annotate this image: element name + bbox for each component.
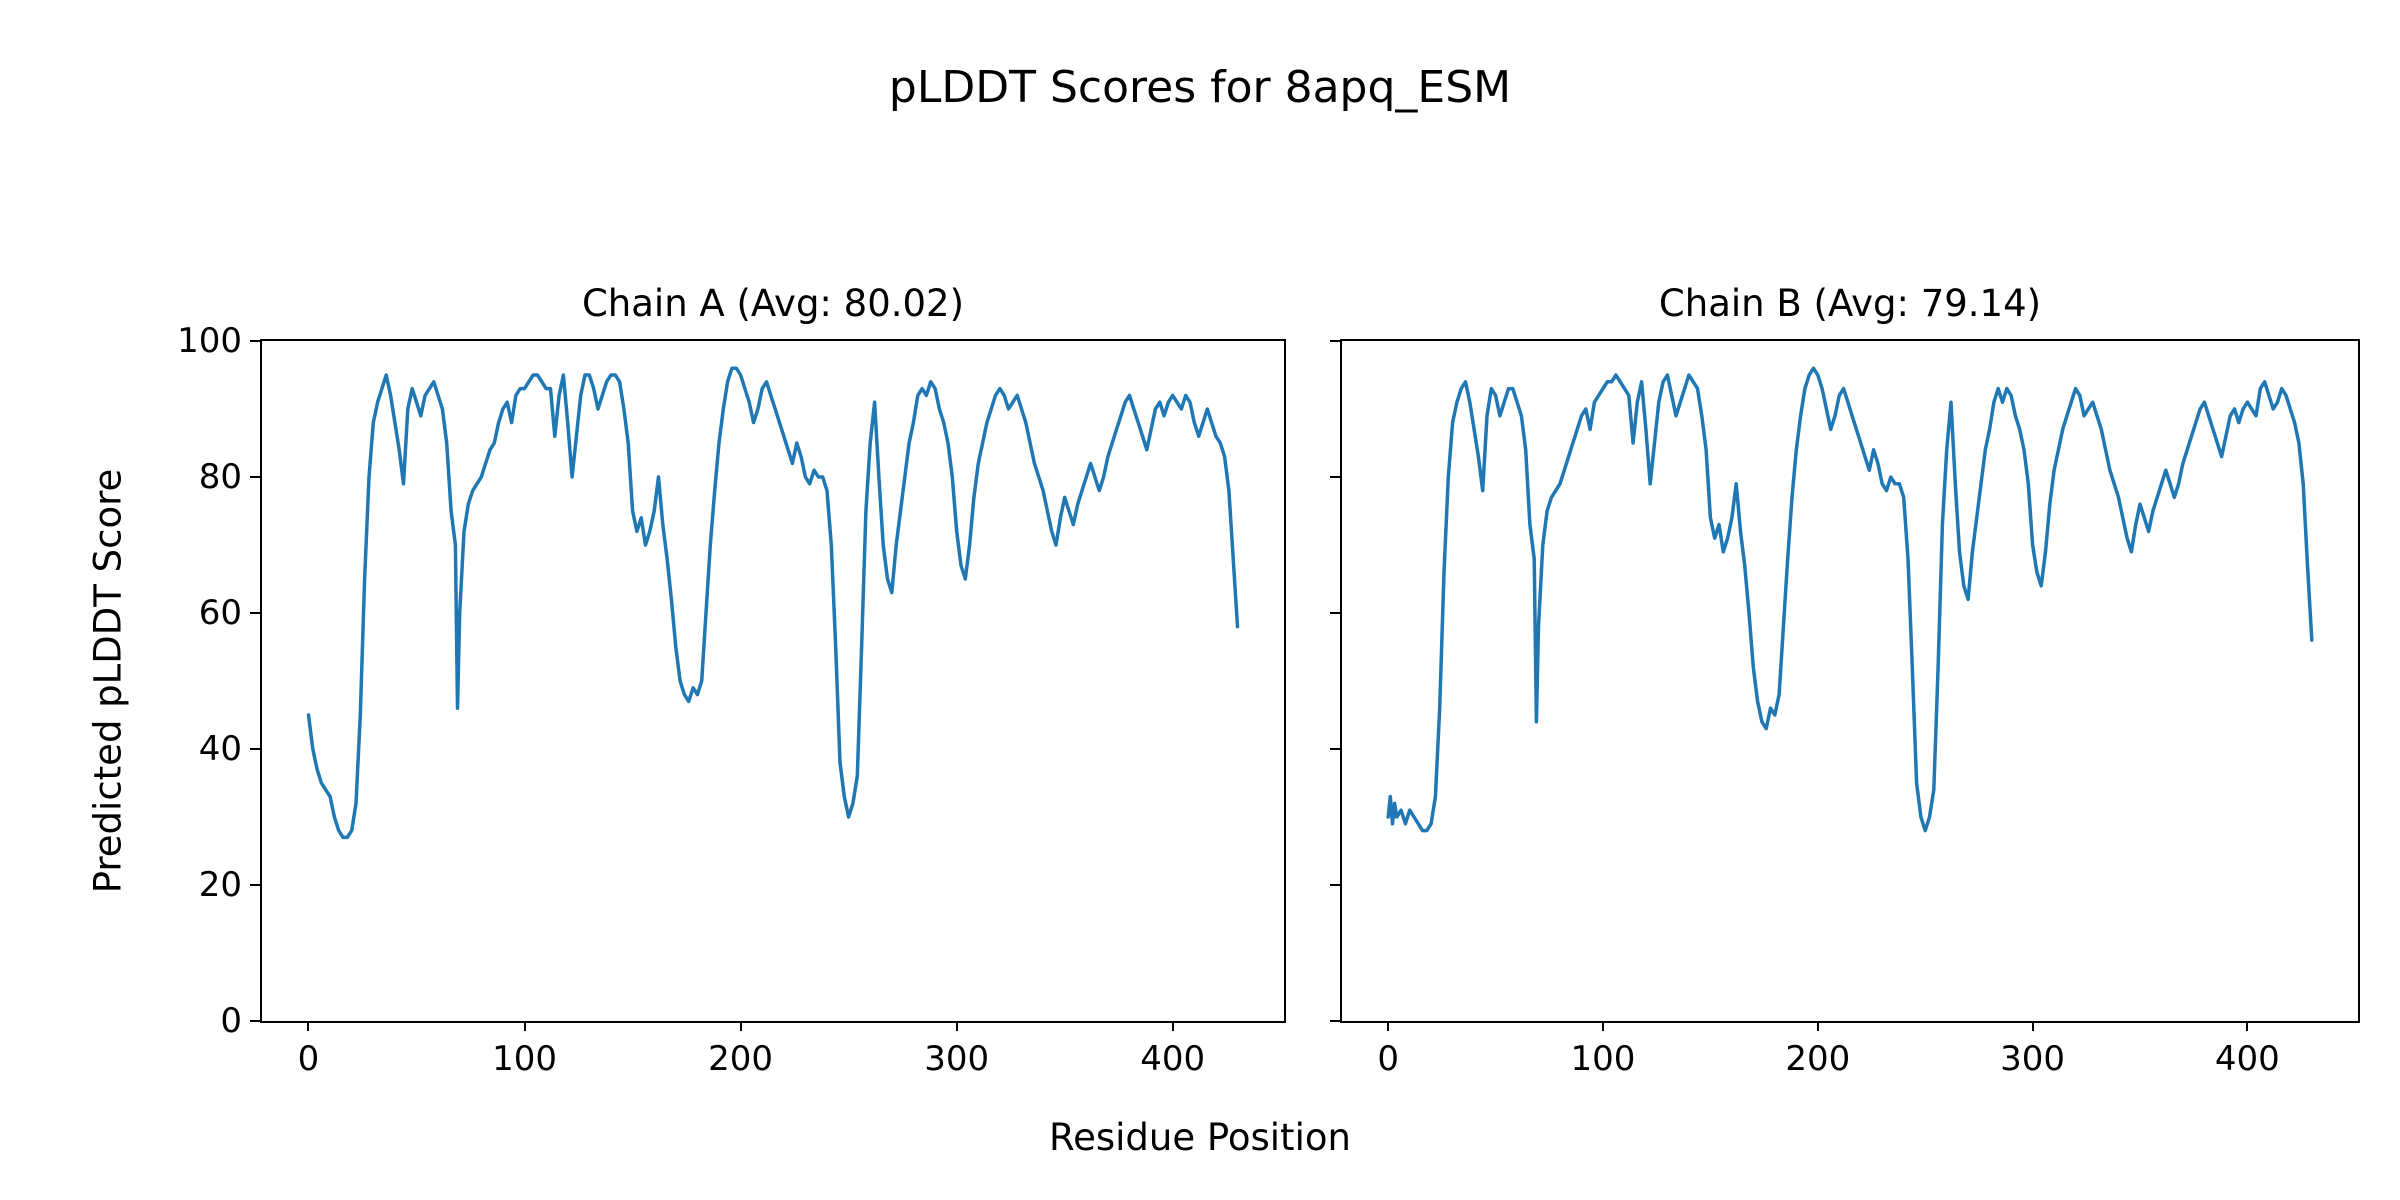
x-tick-mark bbox=[1387, 1021, 1390, 1031]
y-tick-label: 20 bbox=[198, 865, 242, 905]
y-tick-mark bbox=[1330, 340, 1340, 342]
x-tick-mark bbox=[2031, 1021, 2034, 1031]
y-tick-mark bbox=[1330, 884, 1340, 886]
x-tick-label: 100 bbox=[1570, 1039, 1636, 1079]
y-tick-label: 100 bbox=[177, 321, 242, 361]
y-tick-mark bbox=[250, 612, 260, 614]
x-tick-label: 200 bbox=[1785, 1039, 1851, 1079]
y-tick-mark bbox=[1330, 748, 1340, 750]
x-tick-mark bbox=[955, 1021, 958, 1031]
figure-title: pLDDT Scores for 8apq_ESM bbox=[888, 62, 1512, 113]
plddt-line bbox=[306, 366, 1240, 840]
y-tick-mark bbox=[250, 748, 260, 750]
x-tick-label: 300 bbox=[2000, 1039, 2066, 1079]
x-tick-label: 100 bbox=[492, 1039, 557, 1079]
subplot-title-chain-a: Chain A (Avg: 80.02) bbox=[581, 282, 965, 325]
plot-area-chain-a: 0 100 200 300 400 0 20 40 60 80 100 bbox=[177, 321, 1286, 1079]
y-tick-mark bbox=[250, 340, 260, 342]
y-tick-label: 40 bbox=[198, 729, 242, 769]
x-tick-mark bbox=[1171, 1021, 1174, 1031]
x-tick-mark bbox=[523, 1021, 526, 1031]
plddt-line bbox=[1386, 366, 2314, 833]
y-axis-label: Predicted pLDDT Score bbox=[86, 468, 130, 894]
y-tick-mark bbox=[1330, 476, 1340, 478]
y-tick-label: 0 bbox=[220, 1001, 242, 1041]
x-tick-label: 200 bbox=[708, 1039, 774, 1079]
y-tick-mark bbox=[1330, 1020, 1340, 1022]
x-tick-label: 400 bbox=[2214, 1039, 2280, 1079]
y-tick-label: 60 bbox=[198, 593, 242, 633]
x-tick-mark bbox=[2246, 1021, 2249, 1031]
y-tick-label: 80 bbox=[198, 457, 242, 497]
x-tick-label: 400 bbox=[1140, 1039, 1206, 1079]
x-tick-mark bbox=[1816, 1021, 1819, 1031]
y-tick-mark bbox=[250, 884, 260, 886]
y-tick-mark bbox=[250, 476, 260, 478]
x-tick-mark bbox=[1601, 1021, 1604, 1031]
x-tick-label: 300 bbox=[924, 1039, 990, 1079]
x-axis-label: Residue Position bbox=[1049, 1116, 1351, 1159]
plot-area-chain-b: 0 100 200 300 400 bbox=[1330, 339, 2360, 1079]
x-tick-label: 0 bbox=[297, 1039, 320, 1079]
x-tick-mark bbox=[739, 1021, 742, 1031]
x-tick-label: 0 bbox=[1377, 1039, 1399, 1079]
x-tick-mark bbox=[307, 1021, 310, 1031]
y-tick-mark bbox=[1330, 612, 1340, 614]
y-tick-mark bbox=[250, 1020, 260, 1022]
subplot-title-chain-b: Chain B (Avg: 79.14) bbox=[1658, 282, 2042, 325]
